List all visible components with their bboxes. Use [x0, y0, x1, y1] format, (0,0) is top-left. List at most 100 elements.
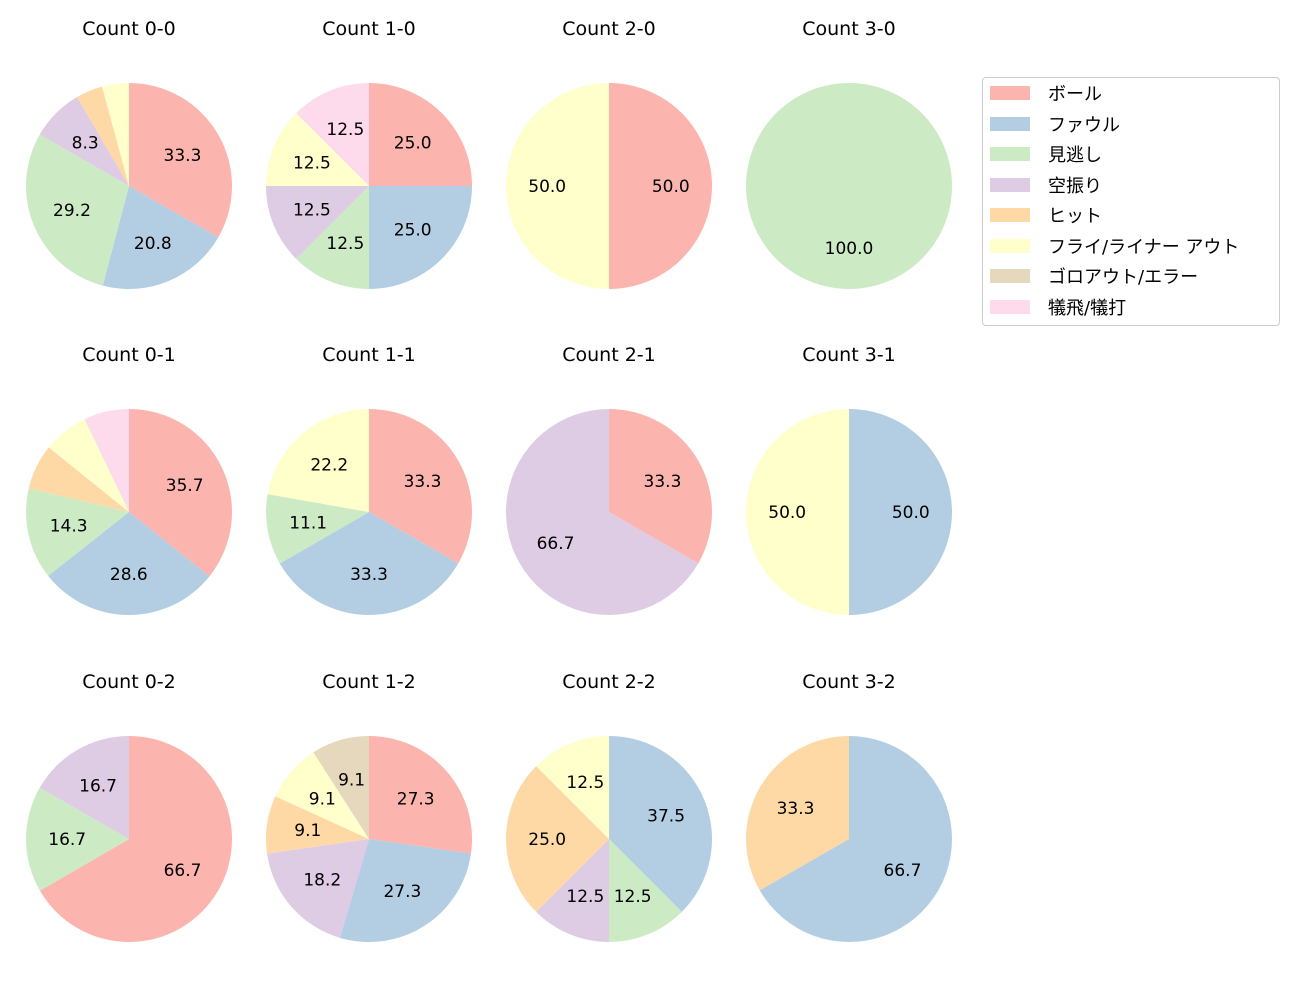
- slice-label: 16.7: [79, 776, 117, 796]
- pie-slice: [369, 83, 472, 186]
- pie-title: Count 2-2: [562, 671, 656, 693]
- slice-label: 16.7: [48, 830, 86, 850]
- pie-slice: [266, 186, 369, 259]
- legend-item: 空振り: [990, 175, 1102, 197]
- slice-label: 33.3: [164, 146, 202, 166]
- pie-slice: [339, 839, 471, 942]
- pie-title: Count 3-1: [802, 344, 896, 366]
- pie-slice: [267, 409, 369, 512]
- slice-label: 27.3: [397, 790, 435, 810]
- legend-item: フライ/ライナー アウト: [990, 236, 1239, 258]
- legend-label: ヒット: [1048, 206, 1102, 227]
- pie-slice: [129, 83, 233, 238]
- slice-label: 50.0: [768, 503, 806, 523]
- pie-slice: [84, 409, 129, 512]
- pie-slice: [506, 409, 699, 615]
- slice-label: 12.5: [614, 887, 652, 907]
- pie-chart: Count 0-2 66.7 16.7 16.7: [25, 671, 233, 943]
- pie-slice: [48, 512, 210, 615]
- slice-label: 9.1: [294, 821, 321, 841]
- pie-slice: [25, 134, 130, 286]
- pie-slice: [25, 787, 129, 891]
- pie-slice: [102, 186, 219, 290]
- slice-label: 22.2: [310, 456, 348, 476]
- legend-item: ボール: [990, 83, 1102, 105]
- pie-chart: Count 2-0 50.0 50.0: [506, 18, 712, 289]
- legend-swatch: [990, 238, 1030, 253]
- legend-label: 見逃し: [1048, 145, 1102, 166]
- pie-slice: [266, 796, 369, 854]
- pie-slice: [265, 494, 369, 564]
- legend-swatch: [990, 86, 1030, 100]
- pie-slice: [506, 83, 609, 289]
- slice-label: 33.3: [404, 472, 442, 492]
- legend-swatch: [990, 177, 1030, 192]
- pie-slice: [313, 736, 369, 839]
- pie-slice: [609, 736, 712, 912]
- pie-slice: [506, 766, 609, 912]
- slice-label: 50.0: [892, 503, 930, 523]
- pie-chart: Count 2-2 37.5 12.5 12.5 25.0 12.5: [506, 671, 712, 942]
- legend-item: ファウル: [990, 114, 1120, 136]
- pie-chart: Count 1-0 25.0 25.0 12.5 12.5 12.5 12.5: [266, 18, 472, 289]
- legend-swatch: [990, 269, 1030, 283]
- pie-title: Count 0-2: [82, 671, 176, 693]
- pie-title: Count 2-1: [562, 344, 656, 366]
- pie-title: Count 0-1: [82, 344, 176, 366]
- slice-label: 14.3: [50, 516, 88, 536]
- slice-label: 50.0: [528, 177, 566, 197]
- pie-slice: [746, 409, 849, 615]
- slice-label: 37.5: [647, 806, 685, 826]
- pie-chart: Count 3-2 66.7 33.3: [746, 671, 953, 942]
- pie-slice: [25, 488, 130, 576]
- slice-label: 50.0: [652, 177, 690, 197]
- legend-swatch: [990, 299, 1030, 314]
- pie-slice: [267, 839, 369, 938]
- slice-label: 33.3: [350, 565, 388, 585]
- slice-label: 28.6: [110, 565, 148, 585]
- legend-item: 犠飛/犠打: [990, 297, 1126, 319]
- pie-slice: [849, 409, 952, 615]
- slice-label: 25.0: [394, 133, 432, 153]
- pie-slice: [77, 86, 129, 186]
- slice-label: 100.0: [825, 239, 874, 259]
- slice-label: 12.5: [326, 234, 364, 254]
- legend-swatch: [990, 116, 1030, 131]
- pie-chart: Count 1-1 33.3 33.3 11.1 22.2: [265, 344, 472, 615]
- pie-title: Count 1-0: [322, 18, 416, 40]
- pie-slice: [39, 736, 233, 943]
- pie-slice: [609, 409, 712, 564]
- slice-label: 18.2: [303, 870, 341, 890]
- slice-label: 20.8: [134, 234, 172, 254]
- pie-slice: [369, 186, 472, 289]
- slice-label: 29.2: [53, 201, 91, 221]
- pie-slice: [369, 736, 472, 854]
- legend-item: ヒット: [990, 205, 1102, 227]
- pie-chart: Count 0-1 35.7 28.6 14.3: [25, 344, 233, 615]
- slice-label: 66.7: [164, 861, 202, 881]
- slice-label: 25.0: [528, 830, 566, 850]
- pie-slice: [536, 839, 609, 942]
- slice-label: 9.1: [309, 790, 336, 810]
- pie-slice: [296, 186, 369, 289]
- pie-slice: [536, 736, 609, 839]
- pie-title: Count 3-0: [802, 18, 896, 40]
- pie-title: Count 0-0: [82, 18, 176, 40]
- pie-chart: Count 3-0 100.0: [746, 18, 952, 289]
- pie-slice: [39, 736, 129, 839]
- pie-chart: Count 3-1 50.0 50.0: [746, 344, 952, 615]
- slice-label: 25.0: [394, 221, 432, 241]
- pie-title: Count 1-2: [322, 671, 416, 693]
- legend-label: ゴロアウト/エラー: [1048, 267, 1199, 288]
- pie-slice: [28, 447, 130, 512]
- pie-slice: [609, 83, 712, 289]
- slice-label: 12.5: [566, 887, 604, 907]
- slice-label: 27.3: [383, 882, 421, 902]
- slice-label: 12.5: [293, 153, 331, 173]
- slice-label: 12.5: [326, 120, 364, 140]
- slice-label: 11.1: [289, 514, 327, 534]
- slice-label: 33.3: [777, 799, 815, 819]
- pie-slice: [275, 752, 369, 839]
